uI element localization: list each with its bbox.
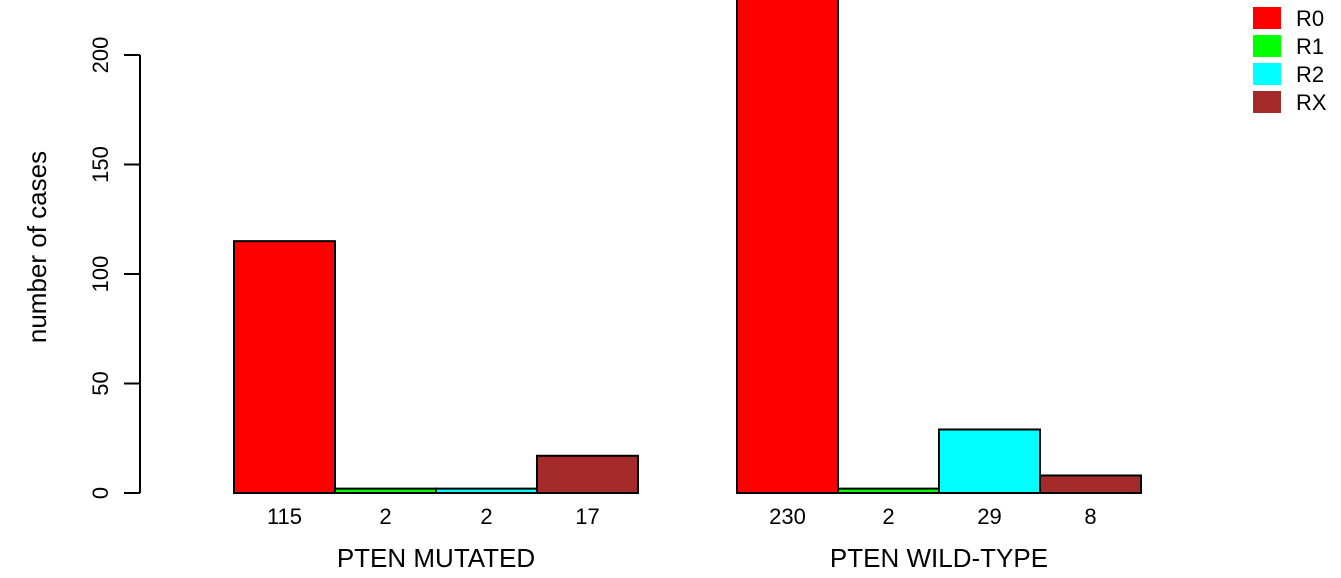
y-tick-label: 150 [88,146,113,183]
y-ticks: 0 50 100 150 200 [88,37,140,499]
bar-value-label: 17 [575,504,599,529]
legend-label: R1 [1296,34,1324,59]
bar-r0 [233,240,336,494]
bar-value-label: 2 [882,504,894,529]
bars [233,0,1142,495]
legend-label: R0 [1296,6,1324,31]
y-tick-label: 0 [88,487,113,499]
y-axis: 0 50 100 150 200 number of cases [22,37,141,499]
legend-swatch-r1 [1253,35,1281,57]
group-label: PTEN MUTATED [337,543,535,573]
bar-r1 [334,487,437,494]
legend-label: RX [1296,90,1327,115]
bar-value-label: 115 [267,504,302,529]
y-tick-label: 200 [88,37,113,74]
legend-swatch-rx [1253,91,1281,113]
bar-rx [1039,474,1142,495]
legend: R0 R1 R2 RX [1253,6,1327,115]
bar-r2 [435,487,538,494]
bar-value-label: 8 [1084,504,1096,529]
bar-rx [536,454,639,494]
bar-value-label: 29 [977,504,1001,529]
bar-value-label: 2 [480,504,492,529]
bar-value-labels: 115 2 2 17 230 2 29 8 [267,504,1097,529]
legend-swatch-r0 [1253,7,1281,29]
y-axis-title: number of cases [22,151,52,343]
bar-r1 [837,487,940,494]
legend-swatch-r2 [1253,63,1281,85]
group-labels: PTEN MUTATED PTEN WILD-TYPE [337,543,1048,573]
bar-r0 [736,0,839,495]
y-tick-label: 100 [88,256,113,293]
y-tick-label: 50 [88,371,113,395]
legend-label: R2 [1296,62,1324,87]
bar-value-label: 230 [769,504,806,529]
bar-value-label: 2 [379,504,391,529]
group-label: PTEN WILD-TYPE [830,543,1048,573]
bar-r2 [938,428,1041,494]
